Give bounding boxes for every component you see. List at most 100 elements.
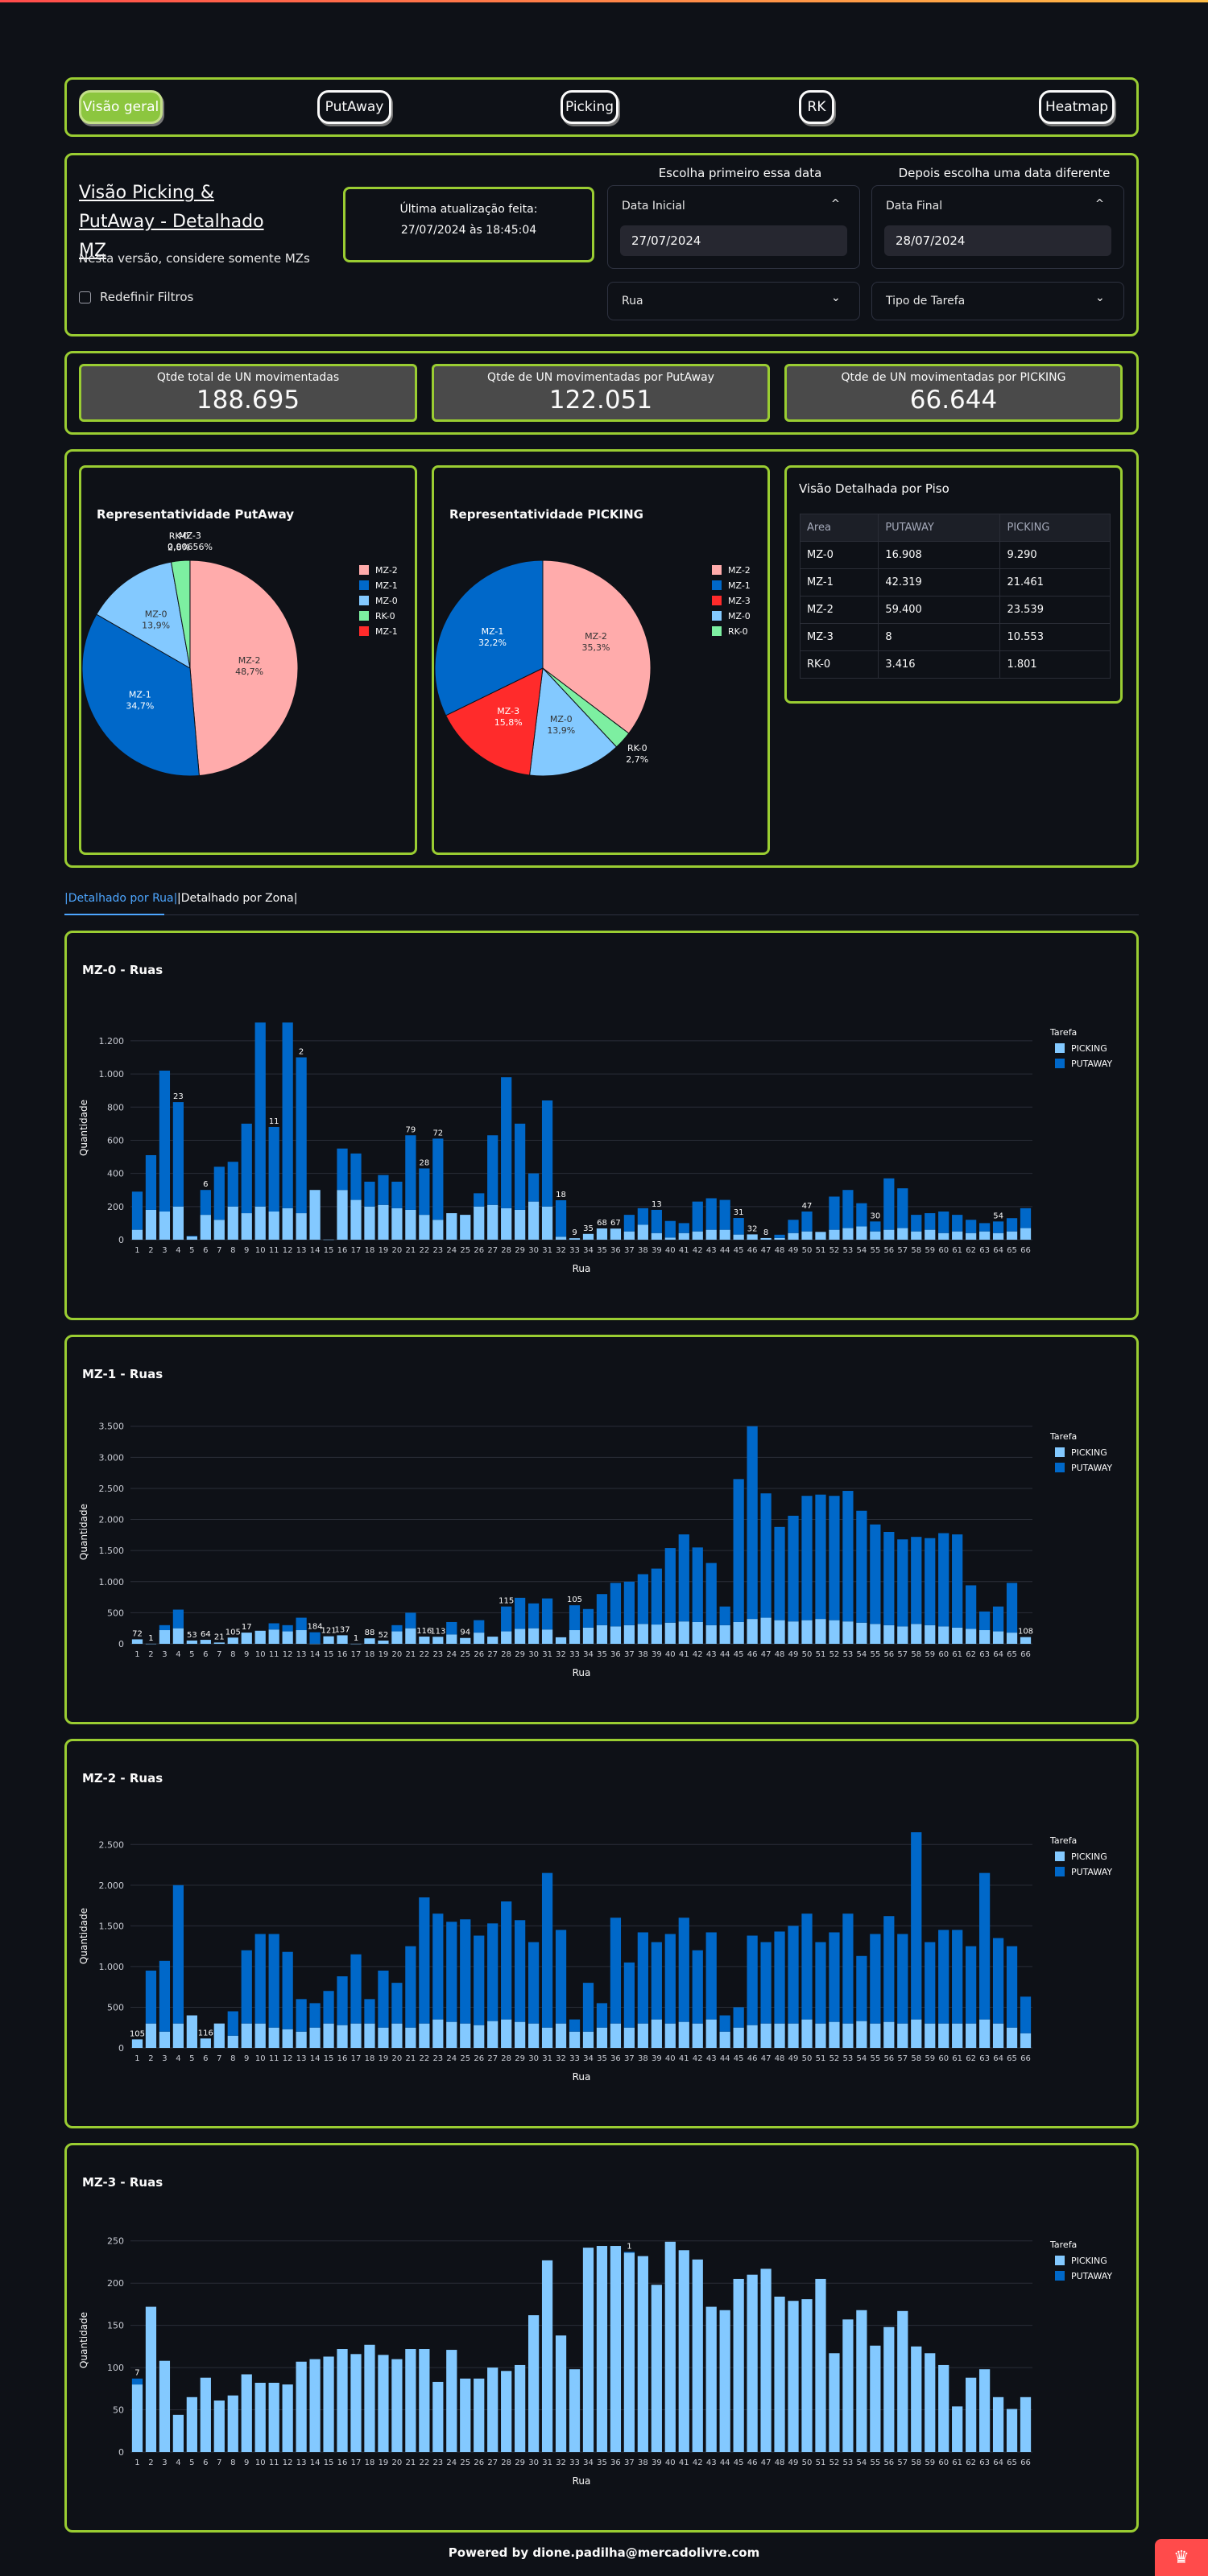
mz0-bar-putaway[interactable] (241, 1123, 252, 1214)
mz2-bar-putaway[interactable] (788, 1926, 799, 2024)
mz2-bar-putaway[interactable] (1006, 1946, 1018, 2028)
mz0-bar-putaway[interactable] (145, 1154, 157, 1210)
mz0-bar-putaway[interactable] (842, 1190, 854, 1228)
mz0-bar-picking[interactable] (405, 1209, 416, 1240)
mz3-bar-picking[interactable] (527, 2315, 540, 2452)
mz1-bar-putaway[interactable] (610, 1583, 622, 1627)
mz0-bar-picking[interactable] (897, 1228, 908, 1240)
mz2-bar-picking[interactable] (131, 2039, 143, 2048)
mz1-bar-putaway[interactable] (664, 1548, 676, 1623)
mz0-bar-putaway[interactable] (501, 1077, 512, 1208)
mz1-bar-putaway[interactable] (159, 1624, 171, 1631)
chevron-down-icon[interactable]: ⌄ (1095, 291, 1105, 304)
mz1-bar-picking[interactable] (856, 1622, 867, 1644)
mz1-bar-picking[interactable] (501, 1631, 512, 1644)
mz2-bar-picking[interactable] (760, 2023, 772, 2048)
mz1-bar-putaway[interactable] (883, 1532, 895, 1625)
mz3-bar-picking[interactable] (186, 2396, 197, 2452)
mz0-bar-putaway[interactable] (856, 1203, 867, 1227)
mz1-bar-picking[interactable] (938, 1626, 949, 1644)
mz2-bar-putaway[interactable] (870, 1934, 881, 2024)
mz1-bar-picking[interactable] (719, 1624, 730, 1644)
table-header[interactable]: Area (799, 514, 879, 542)
mz0-bar-putaway[interactable] (364, 1181, 375, 1207)
mz2-bar-putaway[interactable] (842, 1913, 854, 2024)
mz0-bar-picking[interactable] (159, 1211, 171, 1240)
mz2-bar-picking[interactable] (460, 2023, 471, 2048)
mz2-bar-picking[interactable] (952, 2023, 963, 2048)
mz0-bar-picking[interactable] (172, 1206, 184, 1240)
mz1-bar-picking[interactable] (623, 1624, 635, 1644)
mz0-bar-picking[interactable] (596, 1228, 608, 1240)
mz1-bar-picking[interactable] (309, 1643, 321, 1645)
mz0-bar-picking[interactable] (474, 1206, 485, 1240)
mz3-bar-picking[interactable] (200, 2377, 211, 2452)
picking-pie-legend-swatch[interactable] (712, 580, 722, 590)
mz0-bar-putaway[interactable] (829, 1196, 840, 1230)
mz1-bar-picking[interactable] (610, 1626, 622, 1644)
mz1-bar-putaway[interactable] (870, 1524, 881, 1624)
picking-pie-legend-swatch[interactable] (712, 565, 722, 575)
mz3-bar-picking[interactable] (925, 2353, 936, 2452)
mz1-bar-putaway[interactable] (596, 1594, 608, 1625)
mz1-bar-picking[interactable] (774, 1620, 785, 1644)
mz2-bar-putaway[interactable] (268, 1934, 279, 2028)
putaway-pie-slice[interactable] (189, 559, 299, 777)
mz2-bar-putaway[interactable] (925, 1942, 936, 2024)
putaway-pie-legend-swatch[interactable] (359, 580, 369, 590)
mz2-bar-picking[interactable] (527, 2023, 540, 2048)
mz2-bar-picking[interactable] (541, 2027, 553, 2048)
mz1-bar-putaway[interactable] (815, 1494, 826, 1620)
mz0-bar-putaway[interactable] (131, 1191, 143, 1230)
start-date-input[interactable]: 27/07/2024 (620, 225, 847, 256)
mz1-bar-picking[interactable] (870, 1624, 881, 1644)
picking-pie-slice[interactable] (529, 667, 618, 777)
mz0-bar-picking[interactable] (555, 1236, 567, 1240)
mz2-bar-picking[interactable] (596, 2027, 608, 2048)
mz0-bar-putaway[interactable] (1006, 1218, 1018, 1232)
mz2-bar-putaway[interactable] (446, 1922, 457, 2022)
mz0-bar-putaway[interactable] (515, 1123, 526, 1210)
mz2-bar-putaway[interactable] (966, 1946, 977, 2024)
mz0-bar-picking[interactable] (200, 1215, 211, 1240)
mz0-bar-putaway[interactable] (172, 1102, 184, 1207)
mz3-bar-picking[interactable] (419, 2349, 430, 2452)
mz3-bar-picking[interactable] (309, 2359, 321, 2452)
mz1-bar-putaway[interactable] (856, 1510, 867, 1623)
mz1-bar-picking[interactable] (131, 1639, 143, 1644)
mz3-bar-picking[interactable] (501, 2371, 512, 2452)
mz2-bar-putaway[interactable] (391, 1983, 403, 2024)
mz0-bar-picking[interactable] (760, 1237, 772, 1240)
mz3-bar-picking[interactable] (172, 2414, 184, 2452)
mz0-bar-picking[interactable] (870, 1231, 881, 1240)
mz2-bar-picking[interactable] (186, 2015, 197, 2048)
mz2-bar-picking[interactable] (829, 2021, 840, 2048)
mz1-bar-picking[interactable] (364, 1638, 375, 1644)
picking-pie-legend-swatch[interactable] (712, 596, 722, 605)
mz2-bar-picking[interactable] (692, 2023, 703, 2048)
mz2-bar-picking[interactable] (474, 2025, 485, 2048)
mz2-bar-putaway[interactable] (678, 1918, 689, 2022)
mz0-bar-picking[interactable] (419, 1215, 430, 1240)
mz1-bar-picking[interactable] (419, 1637, 430, 1644)
mz1-bar-picking[interactable] (446, 1634, 457, 1644)
mz3-bar-picking[interactable] (227, 2395, 238, 2452)
mz3-bar-picking[interactable] (623, 2252, 635, 2452)
mz1-bar-putaway[interactable] (733, 1479, 744, 1622)
mz3-bar-picking[interactable] (391, 2359, 403, 2452)
mz0-bar-picking[interactable] (460, 1215, 471, 1240)
mz0-bar-picking[interactable] (637, 1224, 648, 1240)
mz0-bar-putaway[interactable] (897, 1188, 908, 1228)
mz0-bar-putaway[interactable] (391, 1181, 403, 1208)
mz2-bar-picking[interactable] (925, 2023, 936, 2048)
mz2-bar-picking[interactable] (200, 2038, 211, 2048)
mz3-bar-picking[interactable] (432, 2381, 444, 2452)
mz1-bar-picking[interactable] (254, 1630, 266, 1644)
mz0-bar-picking[interactable] (815, 1232, 826, 1240)
putaway-pie-legend-swatch[interactable] (359, 596, 369, 605)
mz3-bar-picking[interactable] (952, 2406, 963, 2452)
picking-pie-legend-swatch[interactable] (712, 611, 722, 621)
mz2-bar-picking[interactable] (610, 2023, 622, 2048)
mz2-bar-picking[interactable] (555, 2023, 567, 2048)
mz0-bar-putaway[interactable] (705, 1198, 717, 1230)
